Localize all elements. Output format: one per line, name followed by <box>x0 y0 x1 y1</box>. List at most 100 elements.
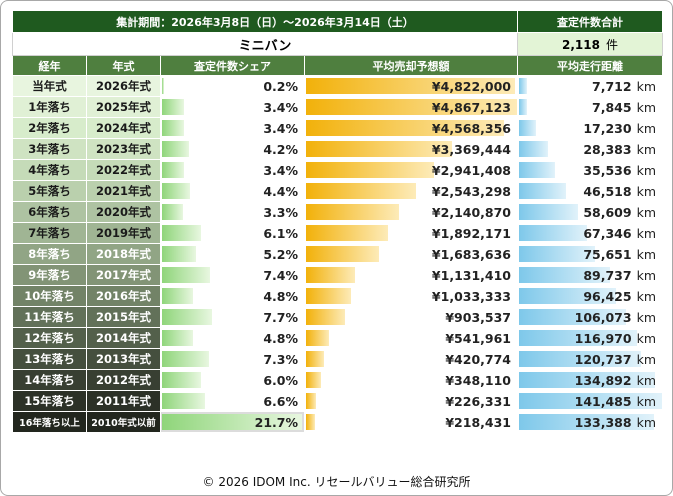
price-cell: ¥2,140,870 <box>304 201 518 223</box>
share-bar <box>162 120 184 136</box>
age-cell: 11年落ち <box>12 306 87 328</box>
distance-text: 141,485 <box>574 393 632 409</box>
age-cell: 15年落ち <box>12 390 87 412</box>
share-value: 4.8% <box>263 289 304 304</box>
distance-cell: 7,712 km <box>517 75 663 97</box>
model-year-cell: 2023年式 <box>86 138 161 160</box>
distance-value: 96,425 km <box>583 289 662 304</box>
share-bar <box>162 372 201 388</box>
distance-text: 7,845 <box>592 99 632 115</box>
table-row: 3年落ち 2023年式 4.2% ¥3,369,444 28,383 km <box>12 138 663 160</box>
share-text: 7.7% <box>263 309 298 325</box>
price-cell: ¥3,369,444 <box>304 138 518 160</box>
model-year-cell: 2013年式 <box>86 348 161 370</box>
price-value: ¥541,961 <box>445 331 517 346</box>
col-distance-header: 平均走行距離 <box>517 55 663 76</box>
total-label: 査定件数合計 <box>517 10 663 33</box>
price-cell: ¥218,431 <box>304 411 518 433</box>
distance-value: 58,609 km <box>583 205 662 220</box>
share-cell: 3.4% <box>160 159 305 181</box>
age-cell: 6年落ち <box>12 201 87 223</box>
age-cell: 10年落ち <box>12 285 87 307</box>
share-text: 21.7% <box>254 414 298 430</box>
share-bar <box>162 330 193 346</box>
price-text: ¥226,331 <box>445 393 511 409</box>
distance-text: 67,346 <box>583 225 632 241</box>
total-count-value: 2,118 <box>562 37 600 52</box>
age-cell: 当年式 <box>12 75 87 97</box>
table-row: 12年落ち 2014年式 4.8% ¥541,961 116,970 km <box>12 327 663 349</box>
distance-value: 116,970 km <box>575 331 662 346</box>
distance-value: 75,651 km <box>583 247 662 262</box>
model-year-cell: 2018年式 <box>86 243 161 265</box>
table-row: 16年落ち以上 2010年式以前 21.7% ¥218,431 133,388 km <box>12 411 663 433</box>
share-value: 21.7% <box>255 415 304 430</box>
distance-bar <box>519 372 655 388</box>
share-text: 6.6% <box>263 393 298 409</box>
age-cell: 7年落ち <box>12 222 87 244</box>
distance-unit: km <box>636 78 656 94</box>
model-year-cell: 2017年式 <box>86 264 161 286</box>
age-cell: 13年落ち <box>12 348 87 370</box>
price-text: ¥1,131,410 <box>431 267 511 283</box>
price-cell: ¥1,131,410 <box>304 264 518 286</box>
share-value: 6.6% <box>263 394 304 409</box>
distance-unit: km <box>636 372 656 388</box>
share-cell: 3.3% <box>160 201 305 223</box>
price-bar <box>306 120 504 136</box>
age-cell: 16年落ち以上 <box>12 411 87 433</box>
distance-text: 96,425 <box>583 288 632 304</box>
distance-cell: 116,970 km <box>517 327 663 349</box>
price-bar <box>306 141 452 157</box>
distance-unit: km <box>636 309 656 325</box>
category-title: ミニバン <box>12 32 518 56</box>
price-value: ¥348,110 <box>445 373 517 388</box>
share-cell: 3.4% <box>160 96 305 118</box>
table-row: 5年落ち 2021年式 4.4% ¥2,543,298 46,518 km <box>12 180 663 202</box>
model-year-cell: 2026年式 <box>86 75 161 97</box>
share-bar <box>162 351 209 367</box>
price-value: ¥1,131,410 <box>432 268 517 283</box>
share-text: 4.8% <box>263 288 298 304</box>
age-cell: 1年落ち <box>12 96 87 118</box>
distance-cell: 89,737 km <box>517 264 663 286</box>
price-value: ¥4,568,356 <box>432 121 517 136</box>
share-cell: 21.7% <box>160 411 305 433</box>
table-row: 6年落ち 2020年式 3.3% ¥2,140,870 58,609 km <box>12 201 663 223</box>
distance-cell: 134,892 km <box>517 369 663 391</box>
distance-cell: 96,425 km <box>517 285 663 307</box>
share-bar <box>162 414 302 430</box>
distance-bar <box>519 99 527 115</box>
distance-unit: km <box>636 288 656 304</box>
distance-text: 58,609 <box>583 204 632 220</box>
price-text: ¥903,537 <box>445 309 511 325</box>
age-cell: 3年落ち <box>12 138 87 160</box>
distance-text: 134,892 <box>574 372 632 388</box>
price-cell: ¥348,110 <box>304 369 518 391</box>
distance-value: 46,518 km <box>583 184 662 199</box>
share-bar <box>162 267 210 283</box>
price-bar <box>306 330 329 346</box>
distance-text: 116,970 <box>574 330 632 346</box>
col-share-header: 査定件数シェア <box>160 55 305 76</box>
distance-unit: km <box>636 162 656 178</box>
table-row: 4年落ち 2022年式 3.4% ¥2,941,408 35,536 km <box>12 159 663 181</box>
distance-text: 7,712 <box>592 78 632 94</box>
copyright-footer: © 2026 IDOM Inc. リセールバリュー総合研究所 <box>202 475 471 489</box>
price-text: ¥2,941,408 <box>431 162 511 178</box>
share-text: 5.2% <box>263 246 298 262</box>
distance-value: 89,737 km <box>583 268 662 283</box>
price-text: ¥420,774 <box>445 351 511 367</box>
share-value: 6.1% <box>263 226 304 241</box>
share-value: 3.4% <box>263 163 304 178</box>
distance-unit: km <box>636 204 656 220</box>
share-bar <box>162 225 201 241</box>
distance-bar <box>519 162 555 178</box>
price-bar <box>306 372 321 388</box>
share-value: 4.2% <box>263 142 304 157</box>
price-value: ¥1,683,636 <box>432 247 517 262</box>
distance-cell: 133,388 km <box>517 411 663 433</box>
distance-bar <box>519 330 637 346</box>
price-cell: ¥1,892,171 <box>304 222 518 244</box>
distance-cell: 28,383 km <box>517 138 663 160</box>
